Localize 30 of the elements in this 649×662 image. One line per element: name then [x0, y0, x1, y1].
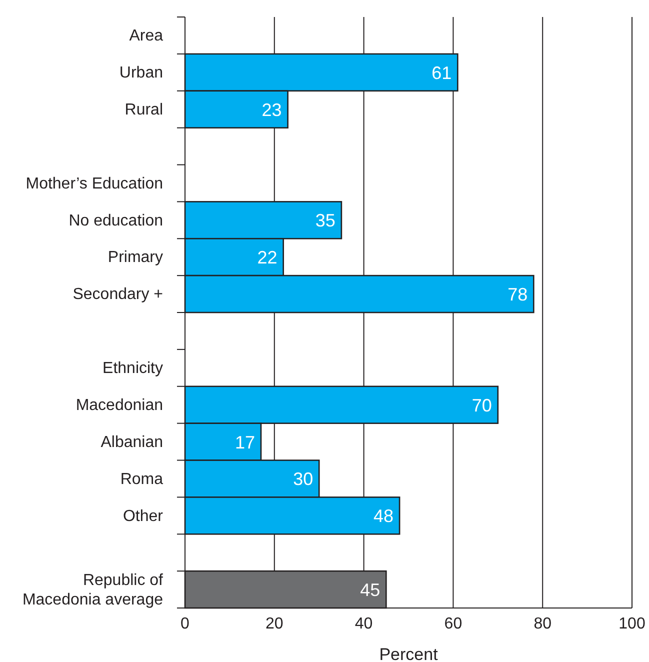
y-tick-label: Urban: [119, 64, 163, 82]
y-tick-label: Area: [129, 28, 164, 45]
x-axis-title: Percent: [379, 645, 438, 662]
data-label: 61: [432, 62, 452, 83]
y-tick-label: Secondary +: [72, 286, 163, 304]
data-label: 23: [262, 100, 282, 120]
data-label: 35: [315, 210, 336, 231]
data-label: 70: [472, 395, 492, 416]
x-tick-label: 0: [180, 615, 190, 632]
y-tick-label: Rural: [124, 101, 163, 118]
y-tick-label: Roma: [120, 470, 164, 488]
data-label: 45: [360, 580, 380, 600]
y-tick-label: Mother’s Education: [26, 175, 163, 192]
data-label: 22: [257, 248, 278, 268]
x-tick-label: 40: [354, 615, 373, 632]
x-tick-label: 60: [444, 615, 462, 632]
y-tick-label: Albanian: [100, 434, 163, 451]
y-tick-label: Other: [122, 508, 164, 525]
y-tick-label: No education: [68, 212, 163, 230]
x-tick-label: 80: [534, 615, 552, 632]
y-tick-label: Macedonian: [76, 396, 163, 414]
y-tick-label: Primary: [108, 249, 163, 266]
data-label: 48: [374, 506, 394, 526]
data-label: 78: [508, 284, 528, 305]
y-tick-label: Republic of Macedonia average: [22, 572, 164, 608]
data-label: 30: [293, 469, 314, 490]
data-label: 17: [234, 432, 255, 452]
x-tick-label: 100: [618, 615, 646, 632]
x-tick-label: 20: [266, 615, 284, 632]
y-tick-label: Ethnicity: [102, 360, 163, 378]
